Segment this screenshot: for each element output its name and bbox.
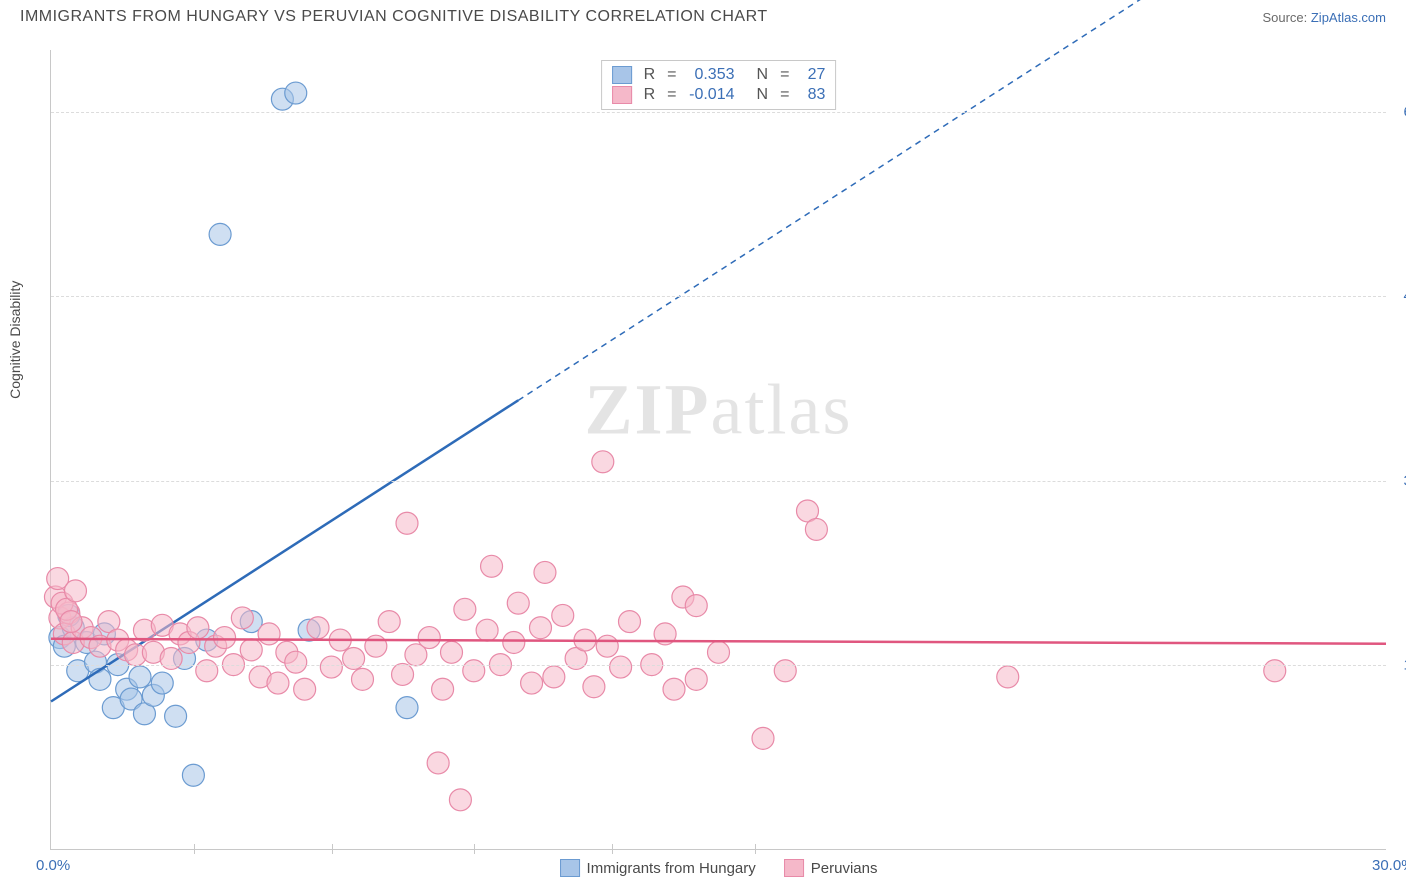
data-point bbox=[463, 660, 485, 682]
chart-container: Cognitive Disability ZIPatlas R = 0.353 … bbox=[50, 50, 1386, 850]
data-point bbox=[507, 592, 529, 614]
chart-header: IMMIGRANTS FROM HUNGARY VS PERUVIAN COGN… bbox=[0, 0, 1406, 30]
data-point bbox=[592, 451, 614, 473]
x-tick-mark bbox=[612, 844, 613, 854]
data-point bbox=[596, 635, 618, 657]
stats-row-hungary: R = 0.353 N = 27 bbox=[612, 65, 826, 85]
data-point bbox=[997, 666, 1019, 688]
data-point bbox=[165, 705, 187, 727]
y-axis-label: Cognitive Disability bbox=[7, 281, 23, 399]
data-point bbox=[240, 639, 262, 661]
data-point bbox=[214, 627, 236, 649]
data-point bbox=[708, 641, 730, 663]
data-point bbox=[432, 678, 454, 700]
x-tick-mark bbox=[194, 844, 195, 854]
data-point bbox=[89, 668, 111, 690]
data-point bbox=[583, 676, 605, 698]
data-point bbox=[1264, 660, 1286, 682]
data-point bbox=[307, 617, 329, 639]
y-tick-label: 45.0% bbox=[1391, 288, 1406, 305]
data-point bbox=[552, 604, 574, 626]
data-point bbox=[258, 623, 280, 645]
data-point bbox=[441, 641, 463, 663]
data-point bbox=[534, 561, 556, 583]
plot-area: ZIPatlas R = 0.353 N = 27 R = -0.014 N =… bbox=[50, 50, 1386, 850]
data-point bbox=[481, 555, 503, 577]
data-point bbox=[619, 611, 641, 633]
data-point bbox=[476, 619, 498, 641]
data-point bbox=[267, 672, 289, 694]
data-point bbox=[294, 678, 316, 700]
data-point bbox=[774, 660, 796, 682]
data-point bbox=[752, 727, 774, 749]
data-point bbox=[60, 611, 82, 633]
data-point bbox=[396, 512, 418, 534]
data-point bbox=[196, 660, 218, 682]
data-point bbox=[352, 668, 374, 690]
swatch-peruvians bbox=[612, 86, 632, 104]
y-tick-label: 30.0% bbox=[1391, 472, 1406, 489]
data-point bbox=[320, 656, 342, 678]
data-point bbox=[209, 223, 231, 245]
stats-row-peruvians: R = -0.014 N = 83 bbox=[612, 85, 826, 105]
source-attribution: Source: ZipAtlas.com bbox=[1262, 10, 1386, 25]
data-point bbox=[231, 607, 253, 629]
data-point bbox=[610, 656, 632, 678]
y-tick-label: 15.0% bbox=[1391, 657, 1406, 674]
gridline bbox=[51, 665, 1386, 666]
data-point bbox=[449, 789, 471, 811]
data-point bbox=[685, 668, 707, 690]
x-tick-mark bbox=[332, 844, 333, 854]
data-point bbox=[285, 82, 307, 104]
data-point bbox=[685, 595, 707, 617]
data-point bbox=[503, 632, 525, 654]
data-point bbox=[396, 697, 418, 719]
data-point bbox=[187, 617, 209, 639]
data-point bbox=[392, 663, 414, 685]
data-point bbox=[182, 764, 204, 786]
data-point bbox=[530, 617, 552, 639]
gridline bbox=[51, 296, 1386, 297]
data-point bbox=[805, 518, 827, 540]
source-link[interactable]: ZipAtlas.com bbox=[1311, 10, 1386, 25]
gridline bbox=[51, 112, 1386, 113]
y-tick-label: 60.0% bbox=[1391, 103, 1406, 120]
data-point bbox=[64, 580, 86, 602]
swatch-hungary bbox=[612, 66, 632, 84]
data-point bbox=[151, 672, 173, 694]
data-point bbox=[285, 651, 307, 673]
x-tick-label: 30.0% bbox=[1372, 857, 1406, 874]
data-point bbox=[378, 611, 400, 633]
data-point bbox=[663, 678, 685, 700]
data-point bbox=[365, 635, 387, 657]
data-point bbox=[129, 666, 151, 688]
bottom-legend: Immigrants from Hungary Peruvians bbox=[560, 859, 878, 877]
legend-item-peruvians: Peruvians bbox=[784, 859, 878, 877]
x-tick-mark bbox=[474, 844, 475, 854]
data-point bbox=[454, 598, 476, 620]
chart-title: IMMIGRANTS FROM HUNGARY VS PERUVIAN COGN… bbox=[20, 8, 768, 26]
swatch-peruvians-icon bbox=[784, 859, 804, 877]
data-point bbox=[418, 627, 440, 649]
gridline bbox=[51, 481, 1386, 482]
plot-svg bbox=[51, 50, 1386, 849]
data-point bbox=[543, 666, 565, 688]
stats-legend: R = 0.353 N = 27 R = -0.014 N = 83 bbox=[601, 60, 837, 110]
data-point bbox=[427, 752, 449, 774]
x-tick-label: 0.0% bbox=[36, 857, 70, 874]
data-point bbox=[521, 672, 543, 694]
swatch-hungary-icon bbox=[560, 859, 580, 877]
legend-item-hungary: Immigrants from Hungary bbox=[560, 859, 756, 877]
x-tick-mark bbox=[755, 844, 756, 854]
